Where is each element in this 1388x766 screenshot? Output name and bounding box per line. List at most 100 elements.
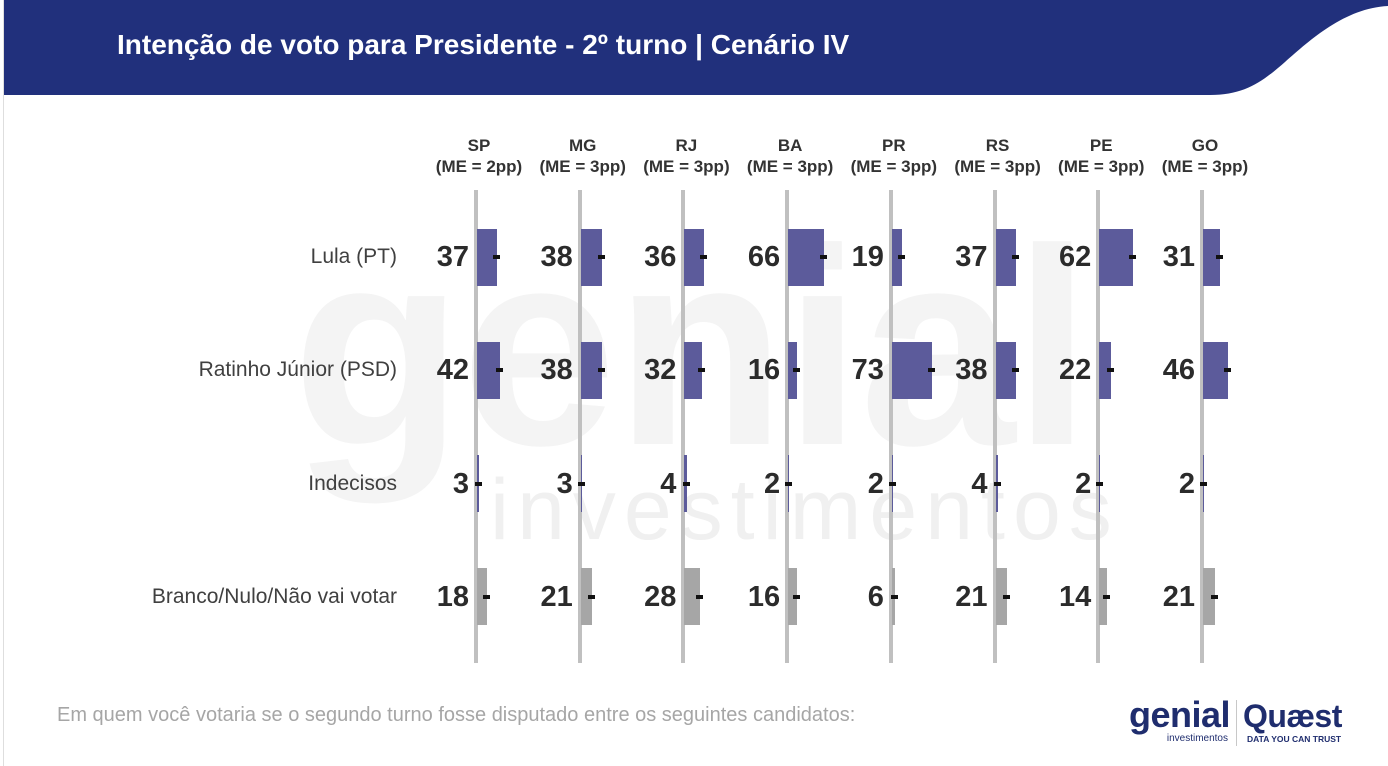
bar-ratinho-junior-psd-mg xyxy=(580,341,602,399)
value-label-lula-pt-rs: 37 xyxy=(955,241,988,273)
column-header-pe: PE xyxy=(1089,136,1113,155)
value-label-indecisos-rj: 4 xyxy=(660,467,677,500)
error-mark-lula-pt-rs xyxy=(1011,255,1019,259)
error-mark-lula-pt-ba xyxy=(820,255,828,259)
value-label-indecisos-mg: 3 xyxy=(556,467,573,500)
column-header-go: GO xyxy=(1191,136,1219,155)
quaest-logo-wordmark: Quæst xyxy=(1243,698,1342,734)
bar-branco-nulo-nao-vai-votar-sp xyxy=(477,568,487,626)
bar-ratinho-junior-psd-sp xyxy=(477,341,501,399)
error-mark-branco-nulo-nao-vai-votar-rs xyxy=(1003,594,1011,599)
error-mark-ratinho-junior-psd-ba xyxy=(792,368,800,373)
value-label-branco-nulo-nao-vai-votar-pr: 6 xyxy=(867,580,884,613)
error-mark-branco-nulo-nao-vai-votar-ba xyxy=(792,594,800,599)
error-mark-ratinho-junior-psd-mg xyxy=(597,368,605,373)
error-mark-ratinho-junior-psd-rs xyxy=(1012,368,1020,373)
value-label-indecisos-go: 2 xyxy=(1178,467,1195,500)
error-mark-branco-nulo-nao-vai-votar-pe xyxy=(1102,594,1110,599)
value-label-branco-nulo-nao-vai-votar-pe: 14 xyxy=(1058,580,1092,613)
bar-branco-nulo-nao-vai-votar-mg xyxy=(580,568,593,626)
value-label-lula-pt-rj: 36 xyxy=(644,241,677,273)
slide-left-edge xyxy=(3,0,4,766)
survey-question: Em quem você votaria se o segundo turno … xyxy=(57,704,856,726)
value-label-branco-nulo-nao-vai-votar-sp: 18 xyxy=(436,580,469,613)
bar-lula-pt-sp xyxy=(477,228,498,286)
column-margin-of-error-sp: (ME = 2pp) xyxy=(435,157,523,176)
error-mark-indecisos-pr xyxy=(888,481,896,486)
column-header-ba: BA xyxy=(777,136,803,155)
column-margin-of-error-ba: (ME = 3pp) xyxy=(746,157,834,176)
value-label-branco-nulo-nao-vai-votar-rs: 21 xyxy=(955,580,988,613)
error-mark-branco-nulo-nao-vai-votar-mg xyxy=(588,594,596,599)
value-label-ratinho-junior-psd-mg: 38 xyxy=(540,354,573,387)
value-label-ratinho-junior-psd-rj: 32 xyxy=(644,354,677,387)
bar-ratinho-junior-psd-rj xyxy=(684,341,702,399)
column-header-rs: RS xyxy=(985,136,1010,155)
bar-lula-pt-go xyxy=(1202,228,1221,286)
error-mark-branco-nulo-nao-vai-votar-rj xyxy=(695,594,703,599)
column-margin-of-error-pe: (ME = 3pp) xyxy=(1058,157,1145,176)
bar-ratinho-junior-psd-rs xyxy=(995,341,1017,399)
error-mark-ratinho-junior-psd-pe xyxy=(1107,368,1115,373)
error-mark-branco-nulo-nao-vai-votar-go xyxy=(1210,594,1218,599)
value-label-lula-pt-go: 31 xyxy=(1162,241,1195,273)
column-margin-of-error-rs: (ME = 3pp) xyxy=(954,157,1041,176)
value-label-lula-pt-pr: 19 xyxy=(851,241,884,273)
logo-divider xyxy=(1236,700,1237,746)
bar-lula-pt-pr xyxy=(891,228,903,286)
bar-branco-nulo-nao-vai-votar-rs xyxy=(995,568,1008,626)
error-mark-indecisos-sp xyxy=(474,481,482,486)
value-label-branco-nulo-nao-vai-votar-rj: 28 xyxy=(644,580,677,613)
bar-lula-pt-rj xyxy=(684,228,705,286)
bar-branco-nulo-nao-vai-votar-go xyxy=(1202,568,1215,626)
row-label-branco-nulo-nao-vai-votar: Branco/Nulo/Não vai votar xyxy=(151,584,397,608)
error-mark-lula-pt-mg xyxy=(597,255,605,259)
value-label-ratinho-junior-psd-rs: 38 xyxy=(955,354,988,387)
value-label-indecisos-ba: 2 xyxy=(763,467,781,500)
value-label-ratinho-junior-psd-pe: 22 xyxy=(1058,354,1092,387)
error-mark-indecisos-rj xyxy=(682,481,690,486)
error-mark-branco-nulo-nao-vai-votar-pr xyxy=(891,594,899,599)
value-label-lula-pt-pe: 62 xyxy=(1058,241,1092,273)
error-mark-ratinho-junior-psd-go xyxy=(1224,368,1232,373)
genial-logo-wordmark: genial xyxy=(1128,694,1231,735)
column-margin-of-error-mg: (ME = 3pp) xyxy=(539,157,626,176)
bar-ratinho-junior-psd-pe xyxy=(1099,341,1112,399)
value-label-branco-nulo-nao-vai-votar-mg: 21 xyxy=(540,580,573,613)
axis-line-ba xyxy=(785,190,790,663)
error-mark-lula-pt-sp xyxy=(493,255,501,259)
page-title: Intenção de voto para Presidente - 2º tu… xyxy=(117,29,850,60)
value-label-indecisos-sp: 3 xyxy=(452,467,469,500)
error-mark-indecisos-go xyxy=(1200,481,1208,486)
error-mark-lula-pt-pe xyxy=(1129,255,1137,259)
error-mark-indecisos-ba xyxy=(785,481,793,486)
column-margin-of-error-go: (ME = 3pp) xyxy=(1161,157,1249,176)
error-mark-branco-nulo-nao-vai-votar-sp xyxy=(482,594,490,599)
axis-line-pe xyxy=(1096,190,1101,663)
axis-line-rs xyxy=(992,190,997,663)
value-label-lula-pt-mg: 38 xyxy=(540,241,573,273)
value-label-ratinho-junior-psd-go: 46 xyxy=(1162,354,1195,387)
error-mark-lula-pt-rj xyxy=(700,255,708,259)
header-background xyxy=(4,0,1388,95)
value-label-ratinho-junior-psd-sp: 42 xyxy=(436,354,469,387)
bar-branco-nulo-nao-vai-votar-rj xyxy=(684,568,700,626)
error-mark-lula-pt-pr xyxy=(898,255,906,259)
genial-logo-subtitle: investimentos xyxy=(1166,733,1228,744)
error-mark-indecisos-mg xyxy=(578,481,586,486)
error-mark-indecisos-pe xyxy=(1096,481,1104,486)
value-label-lula-pt-ba: 66 xyxy=(747,241,781,273)
column-margin-of-error-rj: (ME = 3pp) xyxy=(643,157,730,176)
value-label-branco-nulo-nao-vai-votar-ba: 16 xyxy=(747,580,781,613)
column-header-sp: SP xyxy=(467,136,491,155)
bar-ratinho-junior-psd-pr xyxy=(891,341,932,399)
row-label-ratinho-junior-psd: Ratinho Júnior (PSD) xyxy=(198,358,397,382)
value-label-ratinho-junior-psd-pr: 73 xyxy=(851,354,884,387)
genial-logo: genial investimentos xyxy=(1118,694,1231,748)
error-mark-lula-pt-go xyxy=(1216,255,1224,259)
bar-lula-pt-rs xyxy=(995,228,1016,286)
bar-ratinho-junior-psd-go xyxy=(1202,341,1229,399)
value-label-indecisos-pr: 2 xyxy=(867,467,884,500)
